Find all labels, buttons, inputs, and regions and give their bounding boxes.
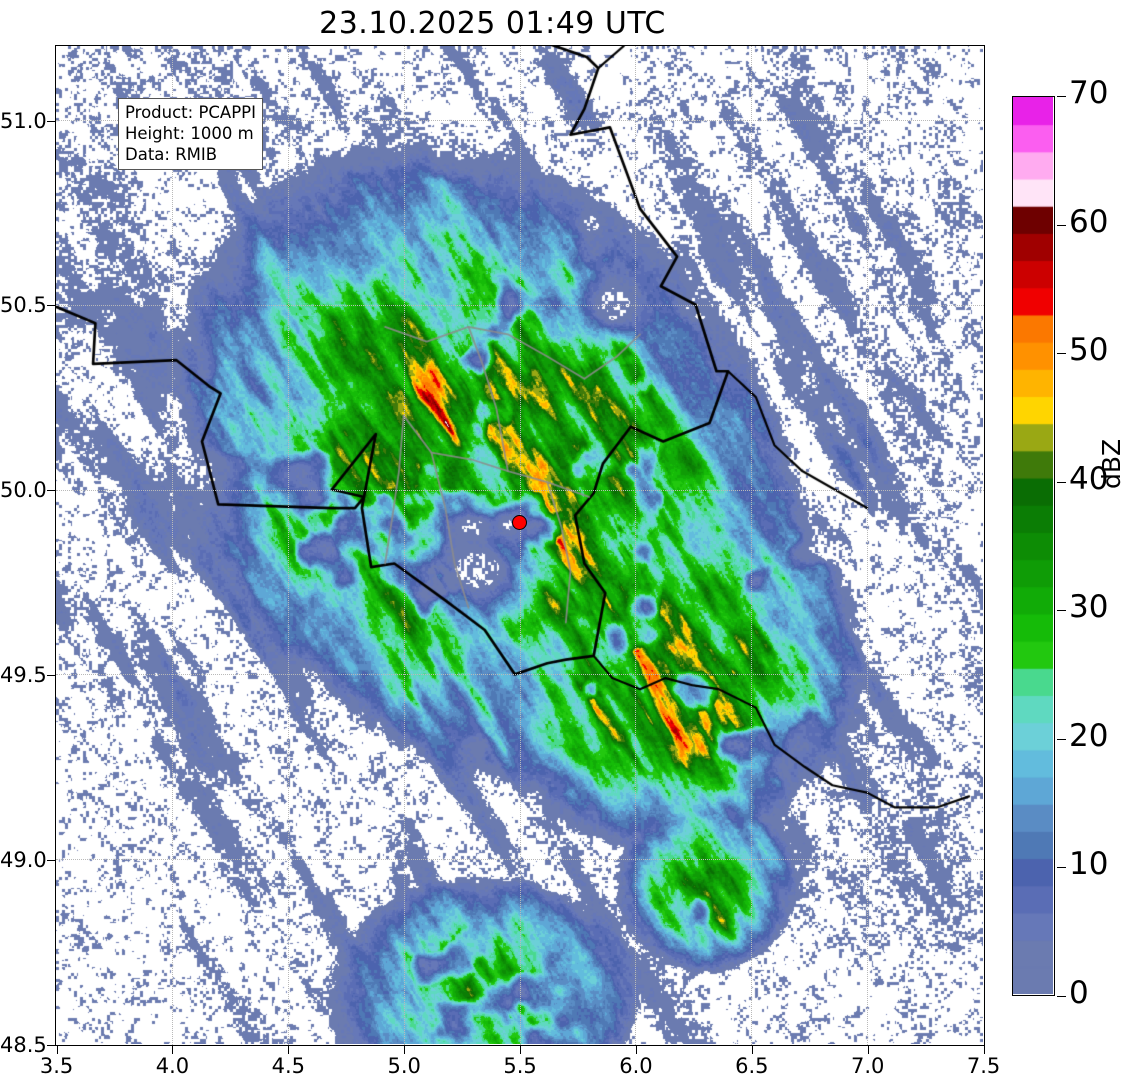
colorbar-tick-label-30: 30 bbox=[1069, 589, 1109, 626]
xtick-label-3.5: 3.5 bbox=[39, 1054, 74, 1078]
ytick-51.0 bbox=[47, 120, 55, 122]
gridline-lon bbox=[171, 46, 173, 1045]
ytick-label-48.5: 48.5 bbox=[0, 1032, 47, 1057]
page-title: 23.10.2025 01:49 UTC bbox=[319, 6, 666, 41]
colorbar-tick-10 bbox=[1057, 867, 1066, 869]
gridline-lon bbox=[403, 46, 405, 1045]
xtick-4.0 bbox=[172, 1046, 174, 1054]
colorbar-tick-label-70: 70 bbox=[1069, 75, 1109, 111]
colorbar-tick-label-20: 20 bbox=[1069, 717, 1109, 754]
info-data: Data: RMIB bbox=[125, 145, 218, 164]
product-info-box: Product: PCAPPI Height: 1000 m Data: RMI… bbox=[118, 98, 263, 170]
xtick-5.0 bbox=[404, 1046, 406, 1054]
xtick-7.5 bbox=[983, 1046, 985, 1054]
colorbar-tick-70 bbox=[1057, 96, 1066, 97]
ytick-label-50.0: 50.0 bbox=[0, 478, 47, 503]
gridline-lon bbox=[867, 46, 869, 1045]
ytick-label-49.5: 49.5 bbox=[0, 662, 47, 687]
gridline-lon bbox=[519, 46, 521, 1045]
xtick-label-5.5: 5.5 bbox=[503, 1054, 537, 1078]
gridline-lon bbox=[287, 46, 289, 1045]
colorbar-tick-60 bbox=[1057, 224, 1066, 226]
xtick-label-4.5: 4.5 bbox=[271, 1054, 306, 1078]
colorbar-tick-label-60: 60 bbox=[1069, 203, 1109, 240]
xtick-label-7.5: 7.5 bbox=[966, 1054, 1001, 1078]
info-product: Product: PCAPPI bbox=[125, 103, 256, 122]
colorbar-tick-20 bbox=[1057, 738, 1066, 740]
ytick-50.5 bbox=[47, 305, 55, 307]
colorbar-tick-label-40: 40 bbox=[1069, 460, 1109, 497]
colorbar[interactable] bbox=[1012, 96, 1055, 996]
ytick-48.5 bbox=[47, 1044, 55, 1046]
xtick-label-6.0: 6.0 bbox=[619, 1054, 653, 1078]
info-height: Height: 1000 m bbox=[125, 124, 254, 143]
colorbar-tick-label-10: 10 bbox=[1069, 846, 1109, 883]
ytick-49.5 bbox=[47, 674, 55, 676]
radar-plot-area[interactable]: Product: PCAPPI Height: 1000 m Data: RMI… bbox=[55, 45, 985, 1046]
ytick-49.0 bbox=[47, 859, 55, 861]
gridline-lon bbox=[751, 46, 753, 1045]
colorbar-tick-50 bbox=[1057, 353, 1066, 355]
ytick-label-51.0: 51.0 bbox=[0, 108, 47, 133]
ytick-label-49.0: 49.0 bbox=[0, 847, 47, 872]
xtick-3.5 bbox=[56, 1046, 58, 1054]
ytick-label-50.5: 50.5 bbox=[0, 293, 47, 318]
xtick-label-4.0: 4.0 bbox=[155, 1054, 190, 1078]
colorbar-tick-0 bbox=[1057, 996, 1066, 997]
xtick-4.5 bbox=[288, 1046, 290, 1054]
colorbar-label: dBZ bbox=[1097, 438, 1126, 489]
colorbar-tick-label-0: 0 bbox=[1069, 975, 1089, 1011]
radar-site-marker[interactable] bbox=[512, 515, 527, 531]
xtick-6.0 bbox=[635, 1046, 637, 1054]
ytick-50.0 bbox=[47, 490, 55, 492]
colorbar-tick-30 bbox=[1057, 610, 1066, 612]
xtick-7.0 bbox=[867, 1046, 869, 1054]
colorbar-tick-label-50: 50 bbox=[1069, 332, 1109, 369]
colorbar-tick-40 bbox=[1057, 481, 1066, 483]
gridline-lon bbox=[635, 46, 637, 1045]
xtick-5.5 bbox=[520, 1046, 522, 1054]
xtick-6.5 bbox=[751, 1046, 753, 1054]
colorbar-gradient bbox=[1013, 97, 1053, 994]
xtick-label-7.0: 7.0 bbox=[851, 1054, 885, 1078]
xtick-label-5.0: 5.0 bbox=[387, 1054, 421, 1078]
xtick-label-6.5: 6.5 bbox=[735, 1054, 769, 1078]
